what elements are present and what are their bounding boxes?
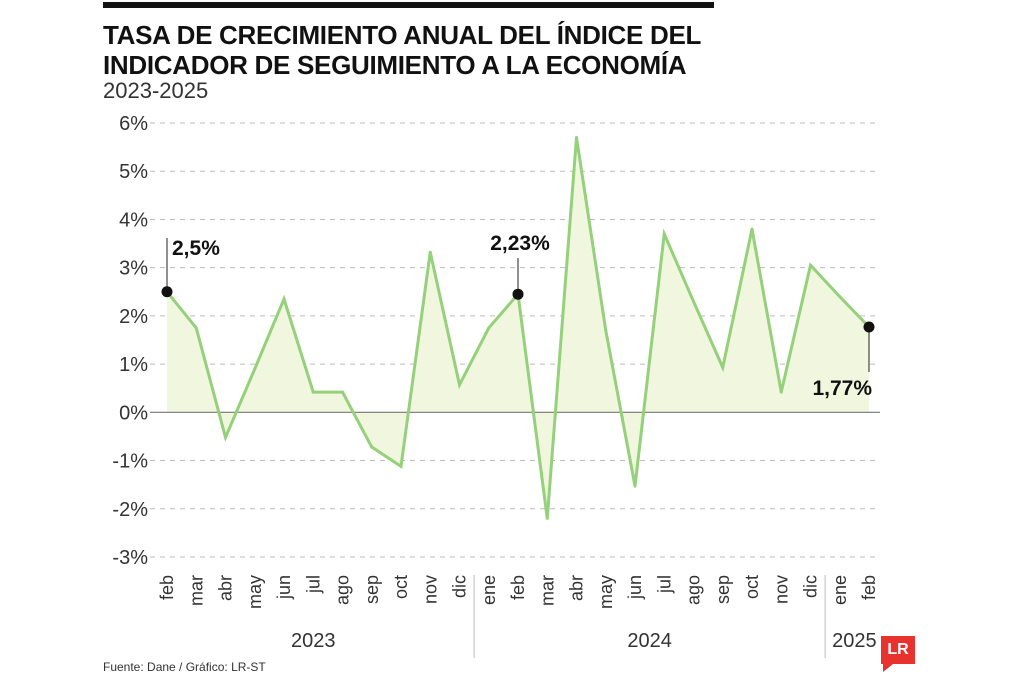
year-label: 2025 [832, 630, 877, 652]
x-tick-label: may [596, 575, 616, 609]
y-tick-label: -2% [112, 499, 148, 521]
data-point [750, 227, 754, 231]
data-point [721, 365, 725, 369]
x-tick-label: mar [537, 575, 557, 606]
data-label: 2,23% [490, 232, 550, 255]
y-tick-label: 4% [119, 209, 148, 231]
annotation-marker [161, 286, 173, 298]
data-point [779, 390, 783, 394]
x-tick-label: feb [859, 575, 879, 600]
x-tick-label: dic [801, 575, 821, 598]
lr-logo: LR [881, 636, 915, 672]
x-tick-label: ago [684, 575, 704, 605]
x-tick-label: feb [508, 575, 528, 600]
x-tick-label: abr [567, 575, 587, 601]
data-label: 1,77% [812, 377, 872, 400]
x-tick-label: sep [713, 575, 733, 604]
data-point [282, 297, 286, 301]
x-tick-label: ene [479, 575, 499, 605]
annotation-marker [512, 288, 524, 300]
x-tick-label: ago [333, 575, 353, 605]
data-point [428, 250, 432, 254]
y-tick-label: -3% [112, 547, 148, 569]
data-point [809, 263, 812, 267]
chart-title: TASA DE CRECIMIENTO ANUAL DEL ÍNDICE DEL… [103, 20, 701, 80]
y-tick-label: 2% [119, 306, 148, 328]
x-tick-label: feb [157, 575, 177, 600]
y-tick-label: 3% [119, 258, 148, 280]
y-tick-label: -1% [112, 451, 148, 473]
data-point [575, 135, 578, 139]
data-point [224, 435, 227, 439]
y-tick-label: 0% [119, 402, 148, 424]
x-tick-label: may [245, 575, 265, 609]
x-tick-label: jun [274, 575, 294, 600]
year-label: 2023 [291, 630, 336, 652]
data-point [633, 484, 637, 488]
data-point [341, 390, 344, 394]
x-tick-label: sep [362, 575, 382, 604]
x-tick-label: oct [742, 575, 762, 599]
x-tick-label: nov [420, 575, 440, 604]
data-point [545, 516, 549, 520]
data-point [399, 464, 403, 468]
y-tick-label: 1% [119, 354, 148, 376]
data-point [311, 390, 315, 394]
data-point [458, 383, 461, 387]
data-point [487, 326, 491, 330]
x-tick-label: mar [186, 575, 206, 606]
x-tick-label: ene [830, 575, 850, 605]
source-note: Fuente: Dane / Gráfico: LR-ST [103, 660, 266, 674]
year-label: 2024 [627, 630, 672, 652]
x-tick-label: jul [303, 575, 323, 594]
data-point [692, 299, 695, 303]
data-point [370, 445, 374, 449]
data-point [253, 367, 257, 371]
data-point [838, 295, 842, 299]
x-tick-label: jun [625, 575, 645, 600]
x-tick-label: oct [391, 575, 411, 599]
data-point [194, 326, 198, 330]
y-tick-label: 5% [119, 161, 148, 183]
data-point [662, 232, 666, 236]
x-tick-label: nov [771, 575, 791, 604]
chart-subtitle: 2023-2025 [103, 78, 209, 103]
data-point [604, 328, 608, 332]
y-tick-label: 6% [119, 113, 148, 135]
x-tick-label: dic [450, 575, 470, 598]
x-tick-label: abr [216, 575, 236, 601]
x-tick-label: jul [654, 575, 674, 594]
area-fill [167, 137, 869, 519]
data-label: 2,5% [172, 237, 220, 260]
annotation-marker [863, 321, 875, 333]
top-bar [103, 2, 714, 8]
